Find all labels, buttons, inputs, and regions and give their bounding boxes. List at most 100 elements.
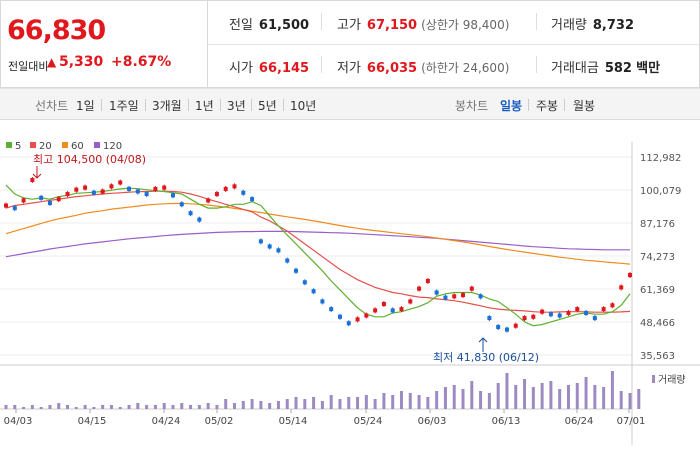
volume: 거래량 8,732 [551, 14, 634, 33]
volume-bar [303, 399, 307, 409]
volume-bar [294, 397, 298, 409]
divider [536, 13, 537, 30]
candle-body [478, 294, 483, 299]
period-5y[interactable]: 5년 [258, 99, 277, 113]
day-low: 저가 66,035 (하한가 24,600) [337, 57, 509, 76]
volume-bar [118, 407, 122, 409]
volume-bar [39, 407, 43, 409]
candle-body [417, 286, 422, 291]
candle-body [540, 309, 545, 314]
candle-body [601, 307, 606, 312]
volume-bar [566, 385, 570, 409]
lower-limit: (하한가 24,600) [421, 61, 510, 75]
volume-bar [48, 405, 52, 409]
candle-body [206, 198, 211, 203]
ma60-line [5, 202, 631, 265]
candle-body [39, 195, 44, 200]
price-box: 66,830 전일대비 ▲ 5,330 +8.67% [1, 1, 208, 87]
volume-bar [373, 399, 377, 409]
volume-value: 8,732 [592, 18, 635, 33]
candle-body [619, 285, 624, 290]
volume-bar [558, 389, 562, 409]
candle-body [56, 197, 61, 202]
candle-body [557, 313, 562, 318]
period-3y[interactable]: 3년 [227, 99, 246, 113]
volume-bar [391, 395, 395, 409]
candle-body [548, 312, 553, 317]
legend-ma120: 120 [103, 141, 122, 152]
divider [564, 99, 565, 111]
high-annotation: 최고 104,500 (04/08) [33, 153, 146, 166]
candle-body [566, 310, 571, 315]
candle-weekly[interactable]: 주봉 [536, 99, 559, 113]
candle-body [285, 258, 290, 263]
divider [251, 99, 252, 111]
current-price: 66,830 [7, 15, 106, 46]
volume-bar [602, 387, 606, 409]
prev-close-label: 전일 [229, 18, 253, 33]
volume-bar [92, 407, 96, 409]
candle-body [329, 307, 334, 312]
y-tick-label: 87,176 [640, 219, 675, 230]
y-tick-label: 35,563 [640, 351, 675, 362]
x-tick-label: 05/24 [354, 416, 383, 427]
volume-bar [470, 381, 474, 409]
volume-bar [531, 387, 535, 409]
trade-amount: 거래대금 582 백만 [551, 57, 660, 76]
volume-bar [171, 405, 175, 409]
y-tick-label: 61,369 [640, 285, 675, 296]
volume-bar [162, 403, 166, 409]
volume-bar [461, 389, 465, 409]
volume-bar [101, 405, 105, 409]
candle-body [179, 202, 184, 207]
volume-bar [329, 395, 333, 409]
open-value: 66,145 [258, 61, 310, 76]
day-high-value: 67,150 [366, 18, 418, 33]
candle-chart-label: 봉차트 [455, 99, 489, 113]
period-3m[interactable]: 3개월 [152, 99, 182, 113]
x-tick-label: 04/15 [78, 416, 107, 427]
volume-bar [408, 393, 412, 409]
chart-toolbar: 선차트 1일 1주일 3개월 1년 3년 5년 10년 봉차트 일봉 주봉 월봉 [0, 88, 700, 120]
candle-body [487, 316, 492, 321]
open: 시가 66,145 [229, 57, 309, 76]
candle-body [311, 289, 316, 294]
volume-bar [276, 401, 280, 409]
price-chart: 5 20 60 120 112,982 100,079 87,176 74,273 61… [0, 141, 700, 445]
divider [321, 13, 322, 30]
legend-ma20: 20 [39, 141, 52, 152]
volume-label: 거래량 [551, 18, 587, 33]
candle-body [381, 302, 386, 307]
candle-body [197, 217, 202, 222]
candle-body [461, 293, 466, 298]
x-axis-labels: 04/03 04/15 04/24 05/02 05/14 05/24 06/03 06/13… [4, 409, 645, 427]
trade-amount-unit: 백만 [636, 61, 661, 76]
volume-bar [356, 397, 360, 409]
divider [220, 99, 221, 111]
period-1d[interactable]: 1일 [76, 99, 95, 113]
period-10y[interactable]: 10년 [290, 99, 317, 113]
volume-bar [637, 389, 641, 409]
period-1w[interactable]: 1주일 [109, 99, 139, 113]
y-tick-label: 48,466 [640, 318, 675, 329]
volume-bar [30, 405, 34, 409]
change-value: 5,330 [59, 54, 104, 70]
candle-body [21, 198, 26, 203]
candle-body [584, 310, 589, 315]
low-arrow-icon [478, 337, 488, 352]
ma5-line [5, 184, 631, 327]
candle-body [302, 280, 307, 285]
volume-bar [180, 403, 184, 409]
legend-ma5-swatch [6, 142, 12, 148]
trade-amount-label: 거래대금 [551, 61, 599, 76]
candle-body [373, 308, 378, 313]
candle-body [320, 299, 325, 304]
volume-bar [619, 391, 623, 409]
volume-bar [145, 405, 149, 409]
candle-body [443, 295, 448, 300]
candle-monthly[interactable]: 월봉 [573, 99, 596, 113]
period-1y[interactable]: 1년 [195, 99, 214, 113]
candle-daily[interactable]: 일봉 [500, 99, 523, 113]
divider [528, 99, 529, 111]
volume-bar [610, 371, 614, 409]
